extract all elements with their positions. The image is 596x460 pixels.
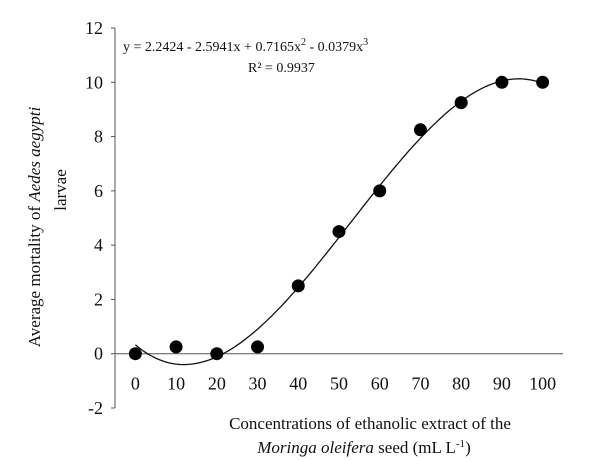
x-tick-labels: 0 10 20 30 40 50 60 70 80 90 100 [131,374,556,394]
data-point [210,347,224,361]
x-tick-label: 50 [330,374,348,394]
data-point [495,75,509,89]
data-point [128,347,142,361]
data-point [169,340,183,354]
data-point [536,75,550,89]
y-tick-label: -2 [88,398,103,418]
r-squared: R² = 0.9937 [248,61,315,76]
y-tick-label: 6 [94,181,103,201]
data-point [454,96,468,110]
y-axis-label-line1: Average mortality of Aedes aegypti [25,107,44,348]
x-tick-label: 70 [411,374,429,394]
x-axis-label-line1: Concentrations of ethanolic extract of t… [229,414,511,433]
x-axis-label-line2: Moringa oleifera seed (mL L-1) [256,438,470,457]
x-tick-label: 40 [289,374,307,394]
data-point [373,184,387,198]
x-tick-label: 10 [167,374,185,394]
trend-equation: y = 2.2424 - 2.5941x + 0.7165x2 - 0.0379… [123,37,368,55]
y-tick-label: 12 [85,18,103,38]
x-tick-label: 100 [529,374,556,394]
x-tick-label: 60 [371,374,389,394]
y-tick-label: 4 [94,235,103,255]
data-points [128,75,550,361]
y-tick-label: 10 [85,72,103,92]
y-axis-label-line2: larvae [51,169,70,211]
x-tick-label: 80 [452,374,470,394]
data-point [413,123,427,137]
y-tick-label: 0 [94,344,103,364]
x-tick-label: 90 [493,374,511,394]
x-tick-label: 0 [131,374,140,394]
trendline [134,78,543,366]
x-tick-label: 30 [249,374,267,394]
y-tick-label: 8 [94,127,103,147]
x-tick-label: 20 [208,374,226,394]
y-tick-label: 2 [94,289,103,309]
data-point [251,340,265,354]
data-point [291,279,305,293]
axes [111,27,563,409]
data-point [332,225,346,239]
y-tick-labels: -2 0 2 4 6 8 10 12 [85,18,103,418]
